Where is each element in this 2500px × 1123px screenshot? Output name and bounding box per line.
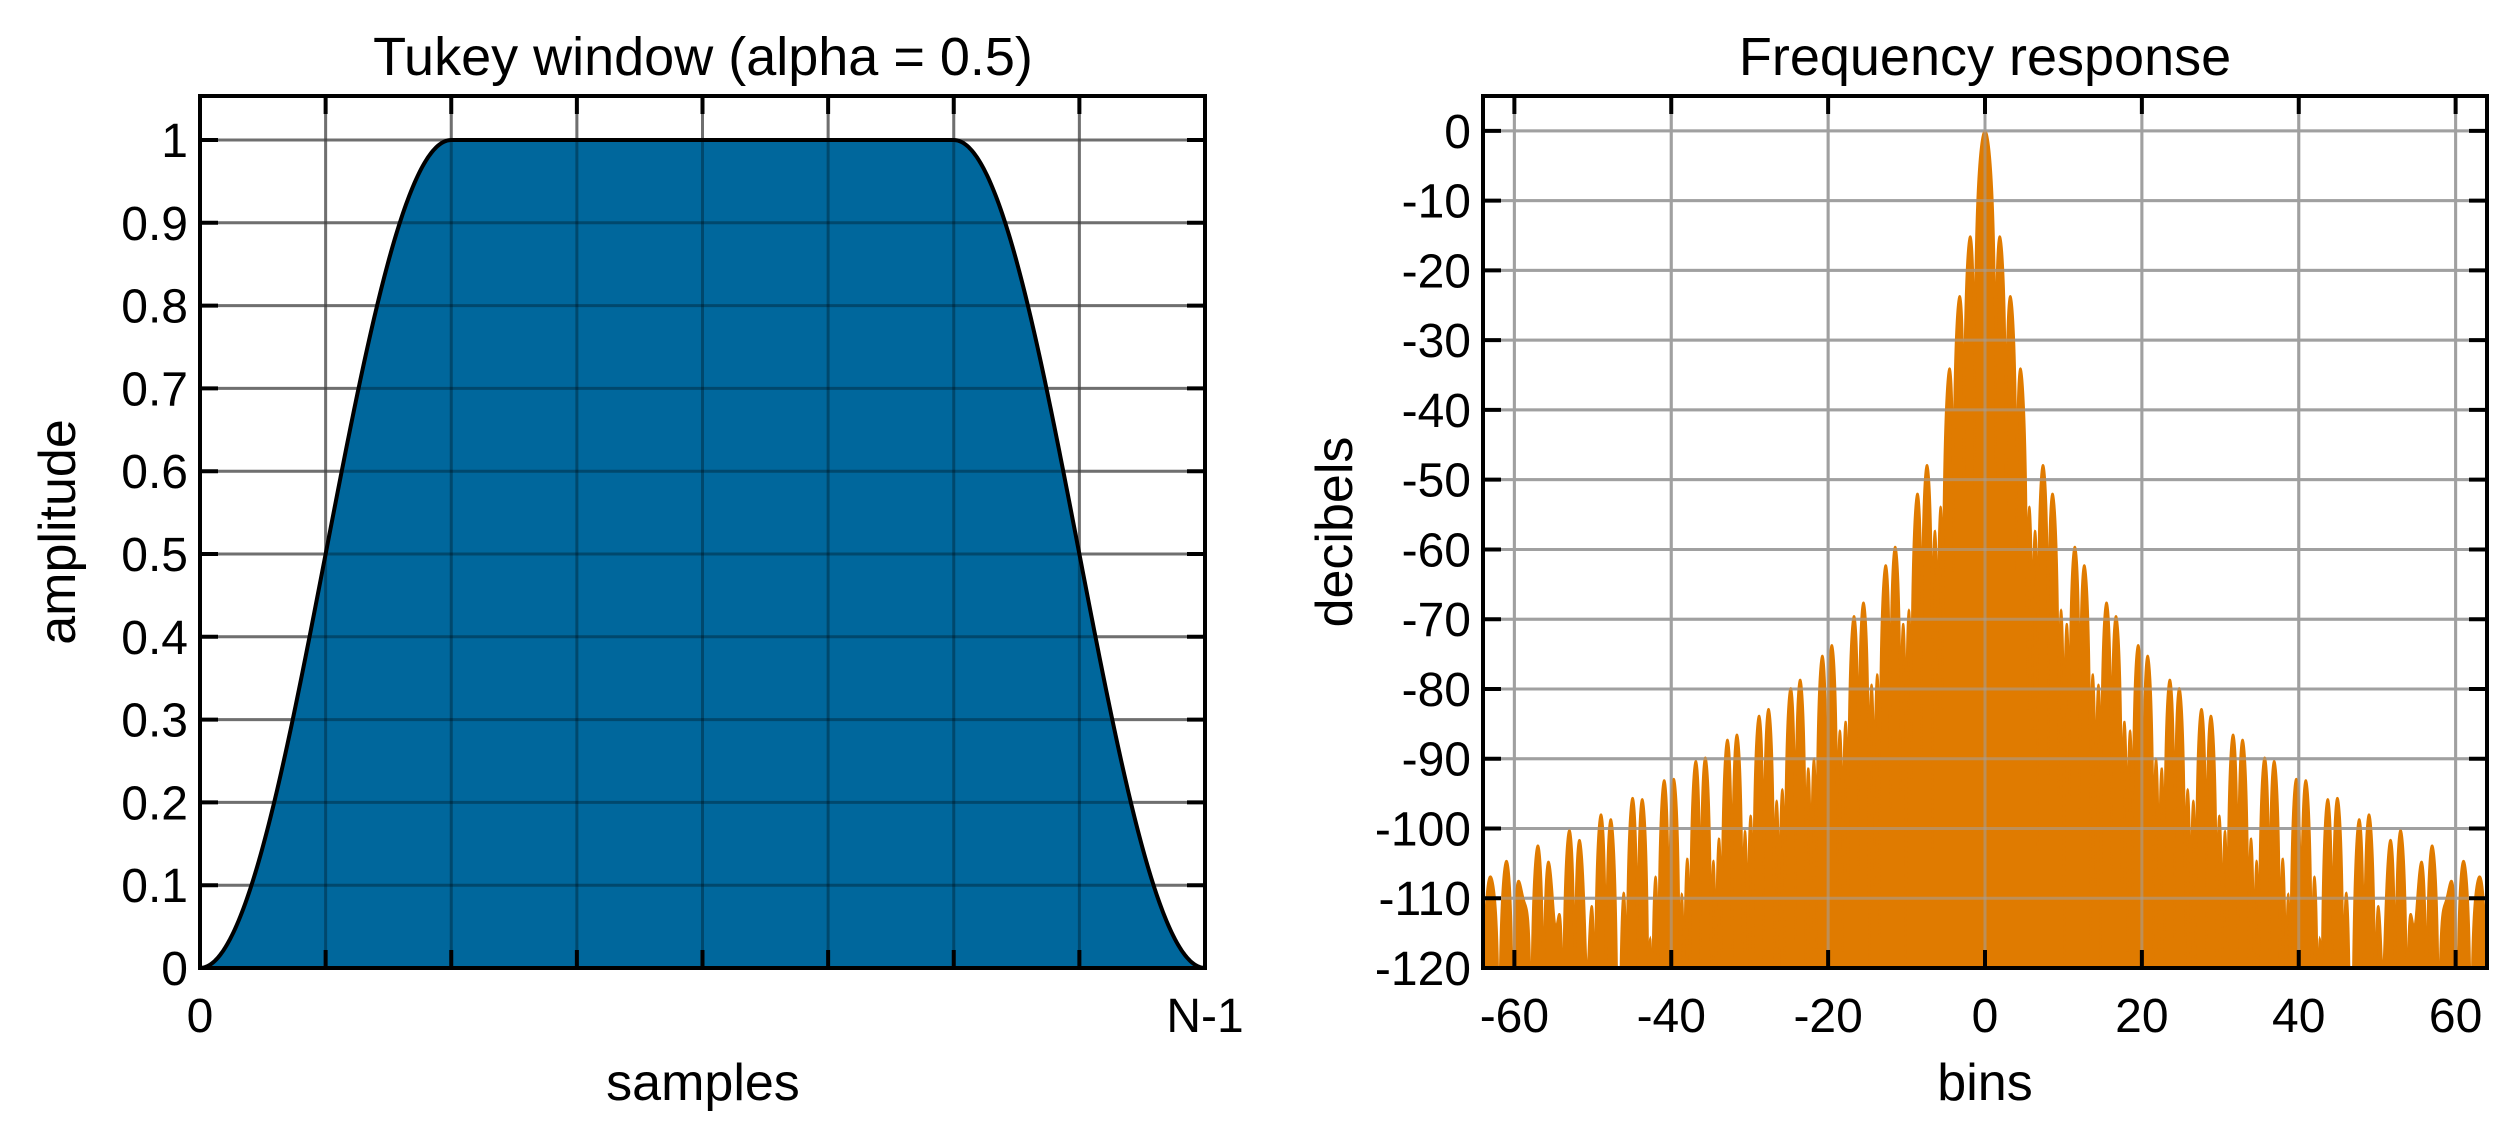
x-tick-labels: 0 N-1 [187,990,1244,1043]
y-tick-label: 0 [1444,106,1471,159]
x-tick-label: -40 [1637,990,1706,1043]
x-tick-label: 0 [187,990,214,1043]
x-tick-label: -60 [1480,990,1549,1043]
y-tick-label: 0.6 [121,446,188,499]
tukey-window-chart: Tukey window (alpha = 0.5) 0 0.1 0.2 0.3 0.4… [29,27,1244,1112]
y-axis-label: amplitude [29,419,87,644]
chart-title: Frequency response [1739,27,2231,87]
grid-overlay [200,96,1205,968]
tick-marks [200,96,1205,970]
y-tick-label: 0.9 [121,198,188,251]
y-tick-label: 0.7 [121,363,188,416]
y-tick-label: -100 [1375,803,1471,856]
window-area [199,138,1206,970]
chart-title: Tukey window (alpha = 0.5) [373,27,1033,87]
y-tick-label: 0.8 [121,281,188,334]
y-tick-label: 0.4 [121,612,188,665]
y-tick-label: -50 [1402,455,1471,508]
y-tick-label: -40 [1402,385,1471,438]
y-tick-label: -10 [1402,176,1471,229]
y-tick-labels: 0 -10 -20 -30 -40 -50 -60 -70 -80 -90 -100 -110 -120 [1375,106,1471,996]
y-tick-label: 0 [161,943,188,996]
x-tick-label: 20 [2115,990,2168,1043]
y-tick-label: -60 [1402,524,1471,577]
x-axis-label: samples [606,1054,800,1112]
x-tick-label: 40 [2272,990,2325,1043]
y-tick-label: 0.5 [121,529,188,582]
y-tick-label: -120 [1375,943,1471,996]
y-tick-label: 1 [161,115,188,168]
y-tick-label: -90 [1402,734,1471,787]
x-axis-label: bins [1937,1054,2032,1112]
y-tick-label: 0.1 [121,860,188,913]
x-tick-label: N-1 [1166,990,1243,1043]
y-tick-labels: 0 0.1 0.2 0.3 0.4 0.5 0.6 0.7 0.8 0.9 1 [121,115,188,996]
y-tick-label: 0.2 [121,777,188,830]
tick-marks [1483,96,2487,970]
x-tick-labels: -60 -40 -20 0 20 40 60 [1480,990,2483,1043]
y-tick-label: 0.3 [121,695,188,748]
grid-overlay [1483,96,2487,968]
frequency-response-chart: Frequency response 0 -10 -20 -30 -40 -50 -60 -7… [1306,27,2489,1112]
y-tick-label: -20 [1402,245,1471,298]
y-tick-label: -80 [1402,664,1471,717]
y-axis-label: decibels [1306,437,1364,628]
y-tick-label: -70 [1402,594,1471,647]
x-tick-label: 60 [2429,990,2482,1043]
y-tick-label: -110 [1378,873,1471,926]
x-tick-label: -20 [1793,990,1862,1043]
x-tick-label: 0 [1972,990,1999,1043]
y-tick-label: -30 [1402,315,1471,368]
